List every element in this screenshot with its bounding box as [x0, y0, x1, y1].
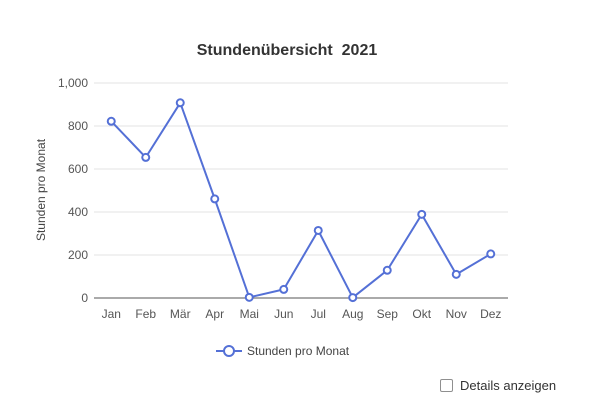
data-point[interactable] — [382, 265, 392, 275]
y-axis-label: Stunden pro Monat — [34, 138, 48, 241]
legend-marker — [223, 345, 235, 357]
series-line — [110, 101, 492, 299]
legend-label: Stunden pro Monat — [247, 344, 350, 358]
x-axis-ticks: Jan Feb Mär Apr Mai Jun Jul Aug Sep Okt Nov Dez — [102, 307, 502, 321]
x-tick-label: Jan — [102, 307, 121, 321]
data-point[interactable] — [244, 292, 254, 302]
data-point[interactable] — [451, 269, 461, 279]
data-point[interactable] — [106, 116, 116, 126]
series-layer — [106, 98, 496, 303]
x-tick-label: Sep — [377, 307, 399, 321]
x-tick-label: Mär — [170, 307, 191, 321]
data-point[interactable] — [279, 284, 289, 294]
data-point[interactable] — [417, 209, 427, 219]
legend[interactable]: Stunden pro Monat — [216, 344, 350, 358]
x-tick-label: Dez — [480, 307, 501, 321]
gridlines — [94, 82, 508, 256]
y-tick-label: 200 — [68, 248, 88, 262]
details-label: Details anzeigen — [460, 378, 557, 393]
y-tick-label: 600 — [68, 162, 88, 176]
x-tick-label: Jun — [274, 307, 293, 321]
x-tick-label: Apr — [205, 307, 224, 321]
x-tick-label: Feb — [135, 307, 156, 321]
data-point[interactable] — [141, 152, 151, 162]
data-point[interactable] — [313, 225, 323, 235]
y-tick-label: 1,000 — [58, 76, 88, 90]
chart-title: Stundenübersicht 2021 — [197, 42, 378, 59]
x-tick-label: Okt — [412, 307, 431, 321]
details-toggle[interactable]: Details anzeigen — [440, 378, 556, 393]
y-tick-label: 800 — [68, 119, 88, 133]
details-checkbox[interactable] — [440, 379, 453, 392]
x-tick-label: Nov — [446, 307, 467, 321]
x-tick-label: Jul — [311, 307, 326, 321]
x-tick-label: Mai — [240, 307, 259, 321]
x-tick-label: Aug — [342, 307, 363, 321]
data-point[interactable] — [175, 98, 185, 108]
data-point[interactable] — [210, 194, 220, 204]
y-tick-label: 0 — [81, 291, 88, 305]
y-axis-ticks: 0 200 400 600 800 1,000 — [58, 76, 88, 305]
data-point[interactable] — [486, 249, 496, 259]
y-tick-label: 400 — [68, 205, 88, 219]
data-point[interactable] — [348, 293, 358, 303]
